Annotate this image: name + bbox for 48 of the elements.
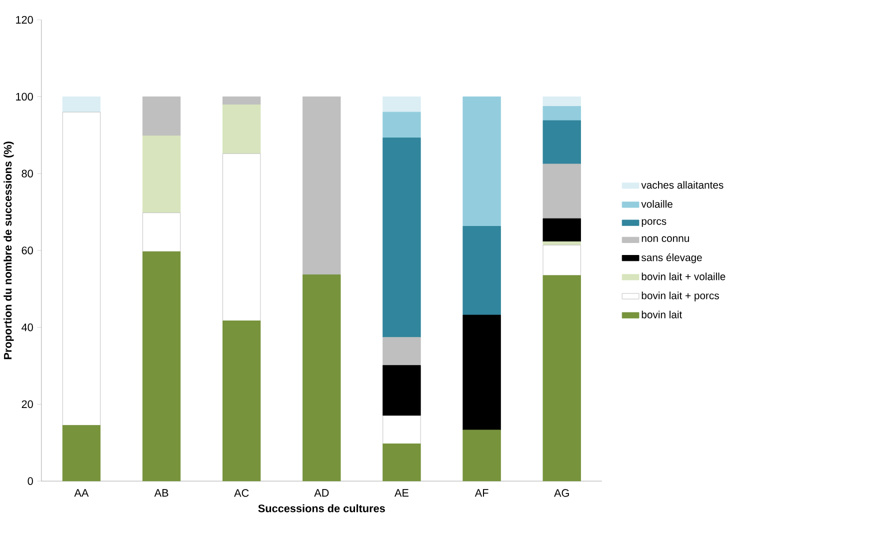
- y-tick-label: 60: [22, 246, 33, 255]
- bar: [302, 96, 341, 276]
- y-tick-label: 120: [16, 16, 33, 24]
- bar: [542, 218, 581, 242]
- bar: [542, 245, 581, 276]
- y-tick-label: 20: [22, 400, 33, 408]
- y-tick-label: 40: [22, 324, 33, 332]
- legend-label: bovin lait + porcs: [642, 292, 719, 302]
- x-tick-label: AE: [394, 489, 408, 497]
- y-axis-title: Proportion du nombre de successions (%): [4, 142, 14, 360]
- bar: [382, 416, 421, 444]
- bar: [222, 104, 261, 154]
- bar: [382, 112, 421, 138]
- bar: [222, 96, 261, 106]
- bar: [142, 136, 181, 214]
- y-tick-label: 100: [16, 93, 33, 101]
- bar: [382, 337, 421, 366]
- legend-label: bovin lait: [642, 310, 682, 319]
- bar: [142, 96, 181, 136]
- bar: [222, 154, 261, 322]
- x-tick-label: AD: [314, 489, 329, 497]
- x-tick-label: AG: [554, 489, 569, 498]
- bar: [382, 96, 421, 113]
- x-tick-label: AA: [74, 489, 89, 497]
- bar: [542, 120, 581, 164]
- legend-label: non connu: [642, 236, 689, 242]
- bar: [462, 226, 501, 316]
- legend-label: porcs: [642, 219, 666, 228]
- x-tick-label: AF: [474, 489, 488, 497]
- legend-label: bovin lait + volaille: [642, 272, 726, 280]
- bar: [542, 96, 581, 107]
- bar: [382, 138, 421, 338]
- bar: [542, 164, 581, 219]
- y-tick-label: 0: [28, 477, 33, 486]
- legend-label: vaches allaitantes: [641, 181, 724, 189]
- bar: [462, 314, 501, 430]
- bar: [462, 96, 501, 227]
- x-tick-label: AC: [234, 489, 249, 498]
- x-axis-title: Successions de cultures: [258, 504, 385, 512]
- y-tick-label: 80: [22, 170, 33, 178]
- legend-label: volaille: [641, 200, 672, 208]
- bar: [542, 106, 581, 121]
- bar: [382, 365, 421, 416]
- bar: [142, 212, 181, 252]
- bar: [62, 96, 101, 113]
- x-tick-label: AB: [154, 489, 168, 497]
- legend-label: sans élevage: [642, 254, 702, 264]
- bar: [62, 112, 101, 426]
